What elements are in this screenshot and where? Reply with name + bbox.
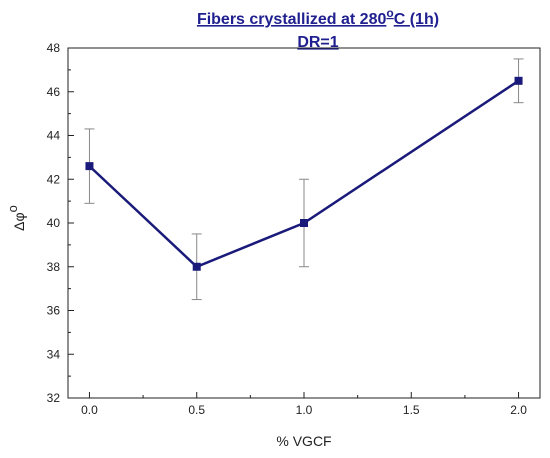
chart-title-line1: Fibers crystallized at 280oC (1h) [197,6,439,28]
error-bars [84,58,524,301]
chart-title-prefix: Fibers crystallized at 280 [197,11,387,28]
y-axis-ticks: 32 34 36 38 40 42 44 46 48 [47,41,74,405]
x-tick-label: 0.5 [188,403,205,417]
data-point [192,262,201,271]
series-line [88,79,520,269]
y-tick-label: 32 [47,391,61,405]
data-point [85,162,94,171]
y-tick-label: 42 [47,172,61,186]
y-tick-label: 36 [47,304,61,318]
x-tick-label: 0.0 [81,403,98,417]
y-tick-label: 48 [47,41,61,55]
chart-title-line2: DR=1 [297,34,338,51]
chart-title-superscript: o [386,6,393,20]
x-axis-label: % VGCF [276,433,331,449]
x-tick-label: 1.5 [403,403,420,417]
y-tick-label: 44 [47,129,61,143]
y-tick-label: 40 [47,216,61,230]
data-markers [85,76,523,271]
y-axis-label: Δφo [5,205,27,231]
chart-title-suffix: C (1h) [394,11,439,28]
data-point [514,76,523,85]
x-axis-ticks: 0.0 0.5 1.0 1.5 2.0 [81,392,527,417]
y-tick-label: 34 [47,347,61,361]
x-tick-label: 2.0 [510,403,527,417]
y-tick-label: 38 [47,260,61,274]
y-axis-label-base: Δφ [11,212,27,230]
x-tick-label: 1.0 [296,403,313,417]
y-tick-label: 46 [47,85,61,99]
y-axis-label-superscript: o [5,205,20,212]
data-point [300,219,308,227]
